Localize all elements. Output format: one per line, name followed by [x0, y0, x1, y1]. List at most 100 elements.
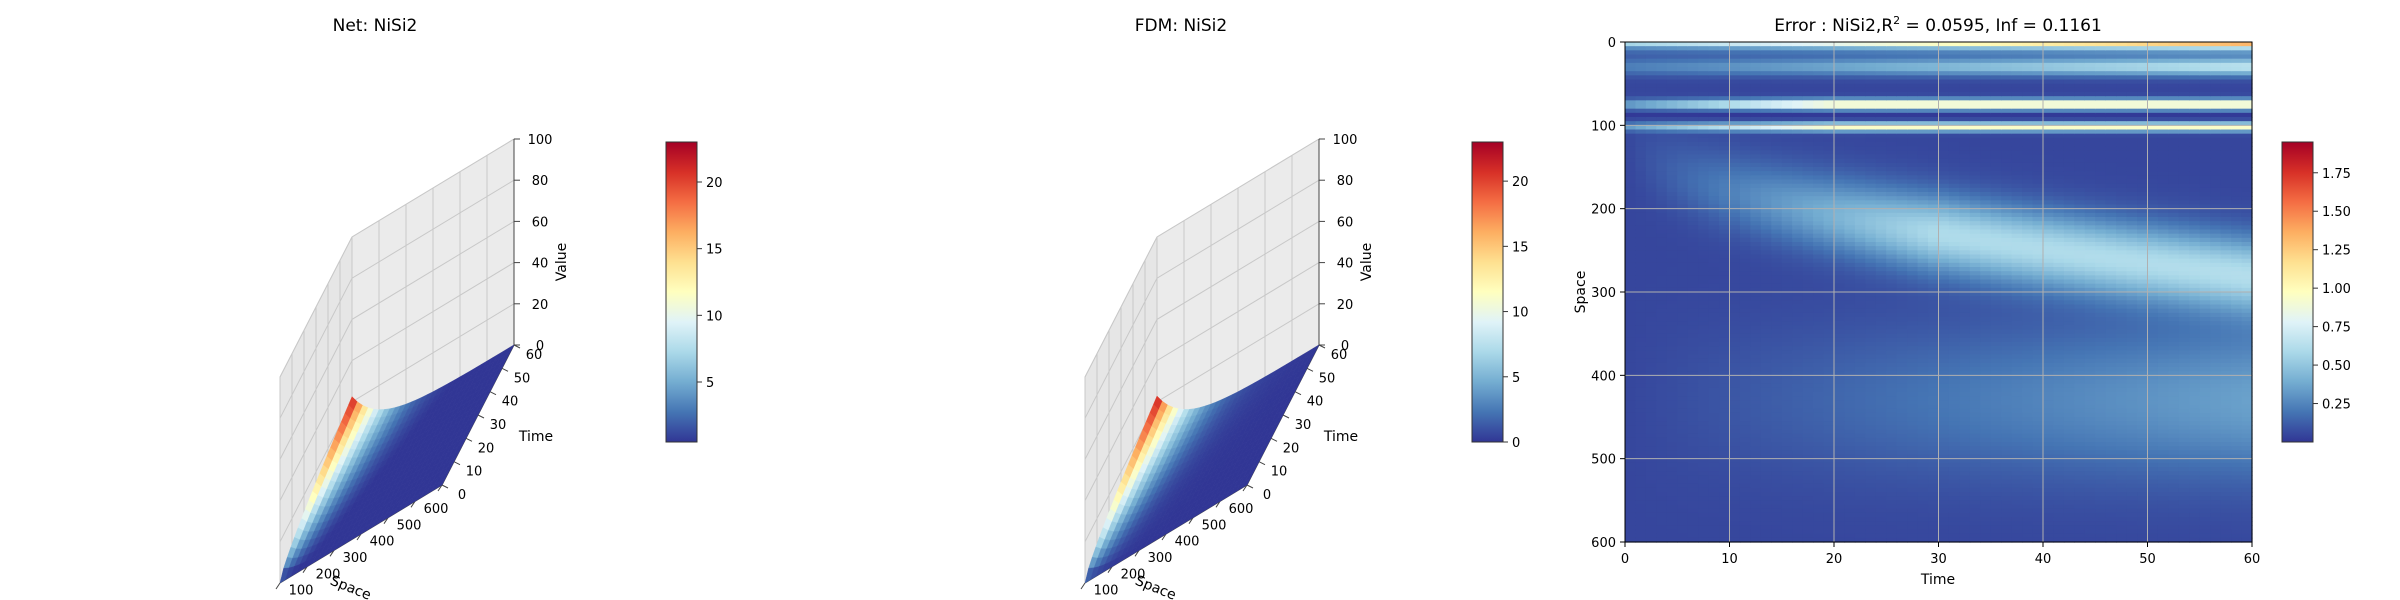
heatmap-cell [1792, 79, 1804, 85]
heatmap-cell [1666, 271, 1678, 276]
heatmap-cell [1813, 237, 1825, 243]
heatmap-cell [1656, 337, 1668, 343]
heatmap-cell [1698, 325, 1710, 331]
heatmap-cell [1875, 350, 1887, 356]
heatmap-cell [1875, 508, 1887, 514]
heatmap-cell [1635, 296, 1647, 301]
heatmap-cell [1750, 517, 1762, 522]
heatmap-cell [1875, 317, 1887, 322]
heatmap-cell [1635, 92, 1647, 97]
heatmap-cell [1750, 79, 1762, 85]
heatmap-cell [1635, 62, 1647, 68]
heatmap-cell [1677, 254, 1689, 260]
heatmap-cell [1687, 133, 1699, 139]
heatmap-cell [1844, 271, 1856, 276]
heatmap-cell [1666, 117, 1678, 122]
heatmap-cell [1698, 96, 1710, 101]
heatmap-cell [1865, 325, 1877, 331]
heatmap-cell [1781, 62, 1793, 68]
heatmap-cell [1907, 221, 1919, 226]
heatmap-cell [1792, 117, 1804, 122]
heatmap-cell [1792, 137, 1804, 143]
heatmap-cell [1907, 521, 1919, 526]
heatmap-cell [1645, 421, 1657, 426]
heatmap-cell [1886, 150, 1898, 156]
heatmap-cell [1729, 308, 1741, 314]
heatmap-cell [1729, 333, 1741, 339]
heatmap-cell [1677, 442, 1689, 447]
heatmap-cell [1928, 504, 1940, 510]
heatmap-cell [1635, 483, 1647, 489]
heatmap-cell [1886, 329, 1898, 335]
heatmap-cell [1625, 517, 1637, 522]
heatmap-cell [1896, 529, 1908, 535]
heatmap-cell [1687, 412, 1699, 418]
heatmap-cell [1771, 521, 1783, 526]
heatmap-cell [1739, 175, 1751, 181]
heatmap-cell [1813, 192, 1825, 197]
heatmap-cell [1792, 400, 1804, 406]
heatmap-cell [1792, 308, 1804, 314]
heatmap-cell [1834, 196, 1846, 201]
heatmap-cell [1687, 229, 1699, 235]
heatmap-cell [1896, 467, 1908, 472]
heatmap-cell [1625, 296, 1637, 301]
heatmap-cell [1865, 417, 1877, 422]
heatmap-cell [1886, 429, 1898, 435]
heatmap-cell [1896, 225, 1908, 231]
heatmap-cell [1771, 192, 1783, 197]
heatmap-cell [1865, 246, 1877, 251]
heatmap-cell [1928, 67, 1940, 72]
heatmap-cell [1844, 467, 1856, 472]
heatmap-cell [1896, 475, 1908, 481]
heatmap-cell [1625, 104, 1637, 110]
heatmap-cell [1656, 267, 1668, 272]
heatmap-cell [1739, 354, 1751, 360]
heatmap-cell [1802, 54, 1814, 60]
heatmap-cell [1708, 75, 1720, 81]
heatmap-cell [1865, 458, 1877, 464]
heatmap-cell [1938, 62, 1950, 68]
heatmap-cell [1656, 171, 1668, 176]
heatmap-cell [1719, 104, 1731, 110]
heatmap-cell [1760, 375, 1772, 381]
heatmap-cell [1813, 146, 1825, 151]
heatmap-cell [1854, 483, 1866, 489]
heatmap-cell [1792, 208, 1804, 214]
heatmap-cell [1781, 417, 1793, 422]
heatmap-cell [1792, 237, 1804, 243]
heatmap-cell [1729, 192, 1741, 197]
heatmap-cell [1708, 504, 1720, 510]
heatmap-cell [1938, 42, 1950, 47]
heatmap-cell [1656, 108, 1668, 114]
heatmap-cell [1907, 354, 1919, 360]
heatmap-cell [1750, 317, 1762, 322]
z-tick-label: 60 [532, 215, 549, 230]
heatmap-cell [1750, 400, 1762, 406]
heatmap-cell [1854, 437, 1866, 443]
heatmap-cell [1854, 242, 1866, 247]
heatmap-cell [1938, 96, 1950, 101]
heatmap-cell [1907, 233, 1919, 239]
heatmap-cell [1813, 275, 1825, 281]
heatmap-cell [1823, 129, 1835, 135]
heatmap-cell [1645, 58, 1657, 64]
heatmap-cell [1750, 475, 1762, 481]
heatmap-cell [1813, 183, 1825, 189]
heatmap-cell [1750, 292, 1762, 297]
heatmap-cell [1739, 250, 1751, 256]
heatmap-cell [1907, 337, 1919, 343]
heatmap-cell [1771, 87, 1783, 93]
heatmap-cell [1750, 533, 1762, 539]
heatmap-cell [1834, 62, 1846, 68]
heatmap-cell [1656, 442, 1668, 447]
heatmap-cell [1656, 325, 1668, 331]
heatmap-cell [1625, 354, 1637, 360]
heatmap-cell [1907, 125, 1919, 131]
heatmap-cell [1896, 54, 1908, 60]
heatmap-cell [1834, 96, 1846, 101]
heatmap-cell [1813, 92, 1825, 97]
heatmap-cell [1917, 129, 1929, 135]
chart-title: Error : NiSi2,R2 = 0.0595, Inf = 0.1161 [1774, 14, 2102, 36]
heatmap-cell [1886, 158, 1898, 164]
